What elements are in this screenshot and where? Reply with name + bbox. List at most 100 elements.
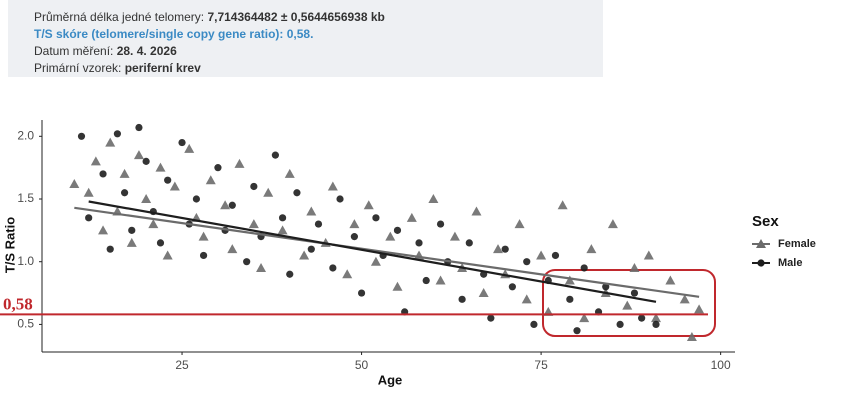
data-point <box>508 283 516 291</box>
x-tick-label: 25 <box>175 358 189 372</box>
data-point <box>286 270 294 278</box>
info-line: Průměrná délka jedné telomery: 7,7143644… <box>34 10 385 24</box>
data-point <box>372 214 380 222</box>
legend-label: Female <box>778 238 816 250</box>
data-point <box>256 262 267 272</box>
data-point <box>148 219 159 229</box>
data-point <box>329 264 337 272</box>
data-point <box>250 182 258 191</box>
data-point <box>638 314 646 322</box>
data-point <box>278 214 287 222</box>
data-point <box>465 239 473 247</box>
data-point <box>199 251 208 260</box>
data-point <box>564 275 575 285</box>
data-point <box>248 219 259 229</box>
data-point <box>349 219 360 229</box>
data-point <box>471 206 482 216</box>
data-point <box>120 189 129 197</box>
data-point <box>227 244 238 254</box>
data-point <box>98 225 109 235</box>
y-tick-label: 1.0 <box>17 254 34 268</box>
data-point <box>557 200 568 210</box>
info-value: periferní krev <box>124 61 201 75</box>
data-point <box>220 200 231 210</box>
y-axis-title: T/S Ratio <box>2 217 17 273</box>
data-point <box>573 327 581 335</box>
data-point <box>243 258 251 266</box>
data-point <box>579 313 590 323</box>
data-point <box>679 294 690 304</box>
data-point <box>385 231 396 241</box>
data-point <box>694 304 705 314</box>
data-point <box>686 331 697 341</box>
data-point <box>306 206 317 216</box>
highlight-box <box>542 269 716 337</box>
info-box: Průměrná délka jedné telomery: 7,7143644… <box>8 0 603 77</box>
data-point <box>622 300 633 310</box>
data-point <box>113 130 122 138</box>
data-point <box>205 175 216 185</box>
data-point <box>192 195 200 203</box>
data-point <box>616 320 624 329</box>
data-point <box>501 245 509 253</box>
data-point <box>198 231 209 241</box>
data-point <box>580 264 588 272</box>
info-label: Primární vzorek: <box>34 61 122 75</box>
data-point <box>551 251 560 260</box>
data-point <box>458 295 466 303</box>
x-tick-label: 100 <box>711 358 731 372</box>
data-point <box>566 295 574 303</box>
trend-line <box>88 200 657 303</box>
data-point <box>630 289 639 297</box>
data-point <box>214 164 222 172</box>
data-point <box>428 194 439 204</box>
x-tick-label: 50 <box>355 358 369 372</box>
data-point <box>307 245 315 253</box>
data-point <box>487 314 495 322</box>
data-point <box>271 151 279 159</box>
data-point <box>128 226 136 234</box>
data-point <box>155 162 166 172</box>
data-point <box>184 143 195 153</box>
data-point <box>162 250 173 260</box>
y-tick-label: 1.5 <box>17 191 34 205</box>
data-point <box>652 320 660 329</box>
data-point <box>135 123 143 132</box>
data-point <box>293 189 301 197</box>
info-line: T/S skóre (telomere/single copy gene rat… <box>34 27 314 41</box>
data-point <box>77 132 86 140</box>
data-point <box>83 187 94 197</box>
data-point <box>435 275 446 285</box>
data-point <box>607 219 618 229</box>
legend-marker <box>756 239 766 248</box>
info-line: Datum měření: 28. 4. 2026 <box>34 44 177 58</box>
data-point <box>228 201 236 209</box>
data-point <box>536 250 547 260</box>
data-point <box>392 281 403 291</box>
info-value: 7,714364482 ± 0,5644656938 kb <box>207 10 385 24</box>
info-label: Datum měření: <box>34 44 114 58</box>
data-point <box>651 313 662 323</box>
data-point <box>156 239 165 247</box>
data-point <box>299 250 310 260</box>
data-point <box>422 276 430 285</box>
data-point <box>415 239 423 247</box>
data-point <box>99 170 107 178</box>
info-line: Primární vzorek: periferní krev <box>34 61 201 75</box>
data-point <box>234 158 245 168</box>
data-point <box>178 138 186 147</box>
annotation-label: 0,58 <box>3 294 33 313</box>
y-tick-label: 0.5 <box>17 317 34 331</box>
trend-line <box>74 206 700 298</box>
legend-label: Male <box>778 257 802 269</box>
data-point <box>493 244 504 254</box>
legend-marker <box>757 259 765 267</box>
data-point <box>370 256 381 266</box>
data-point <box>357 289 366 297</box>
data-point <box>350 233 358 241</box>
data-point <box>284 168 295 178</box>
data-point <box>665 275 676 285</box>
data-point <box>105 137 116 147</box>
